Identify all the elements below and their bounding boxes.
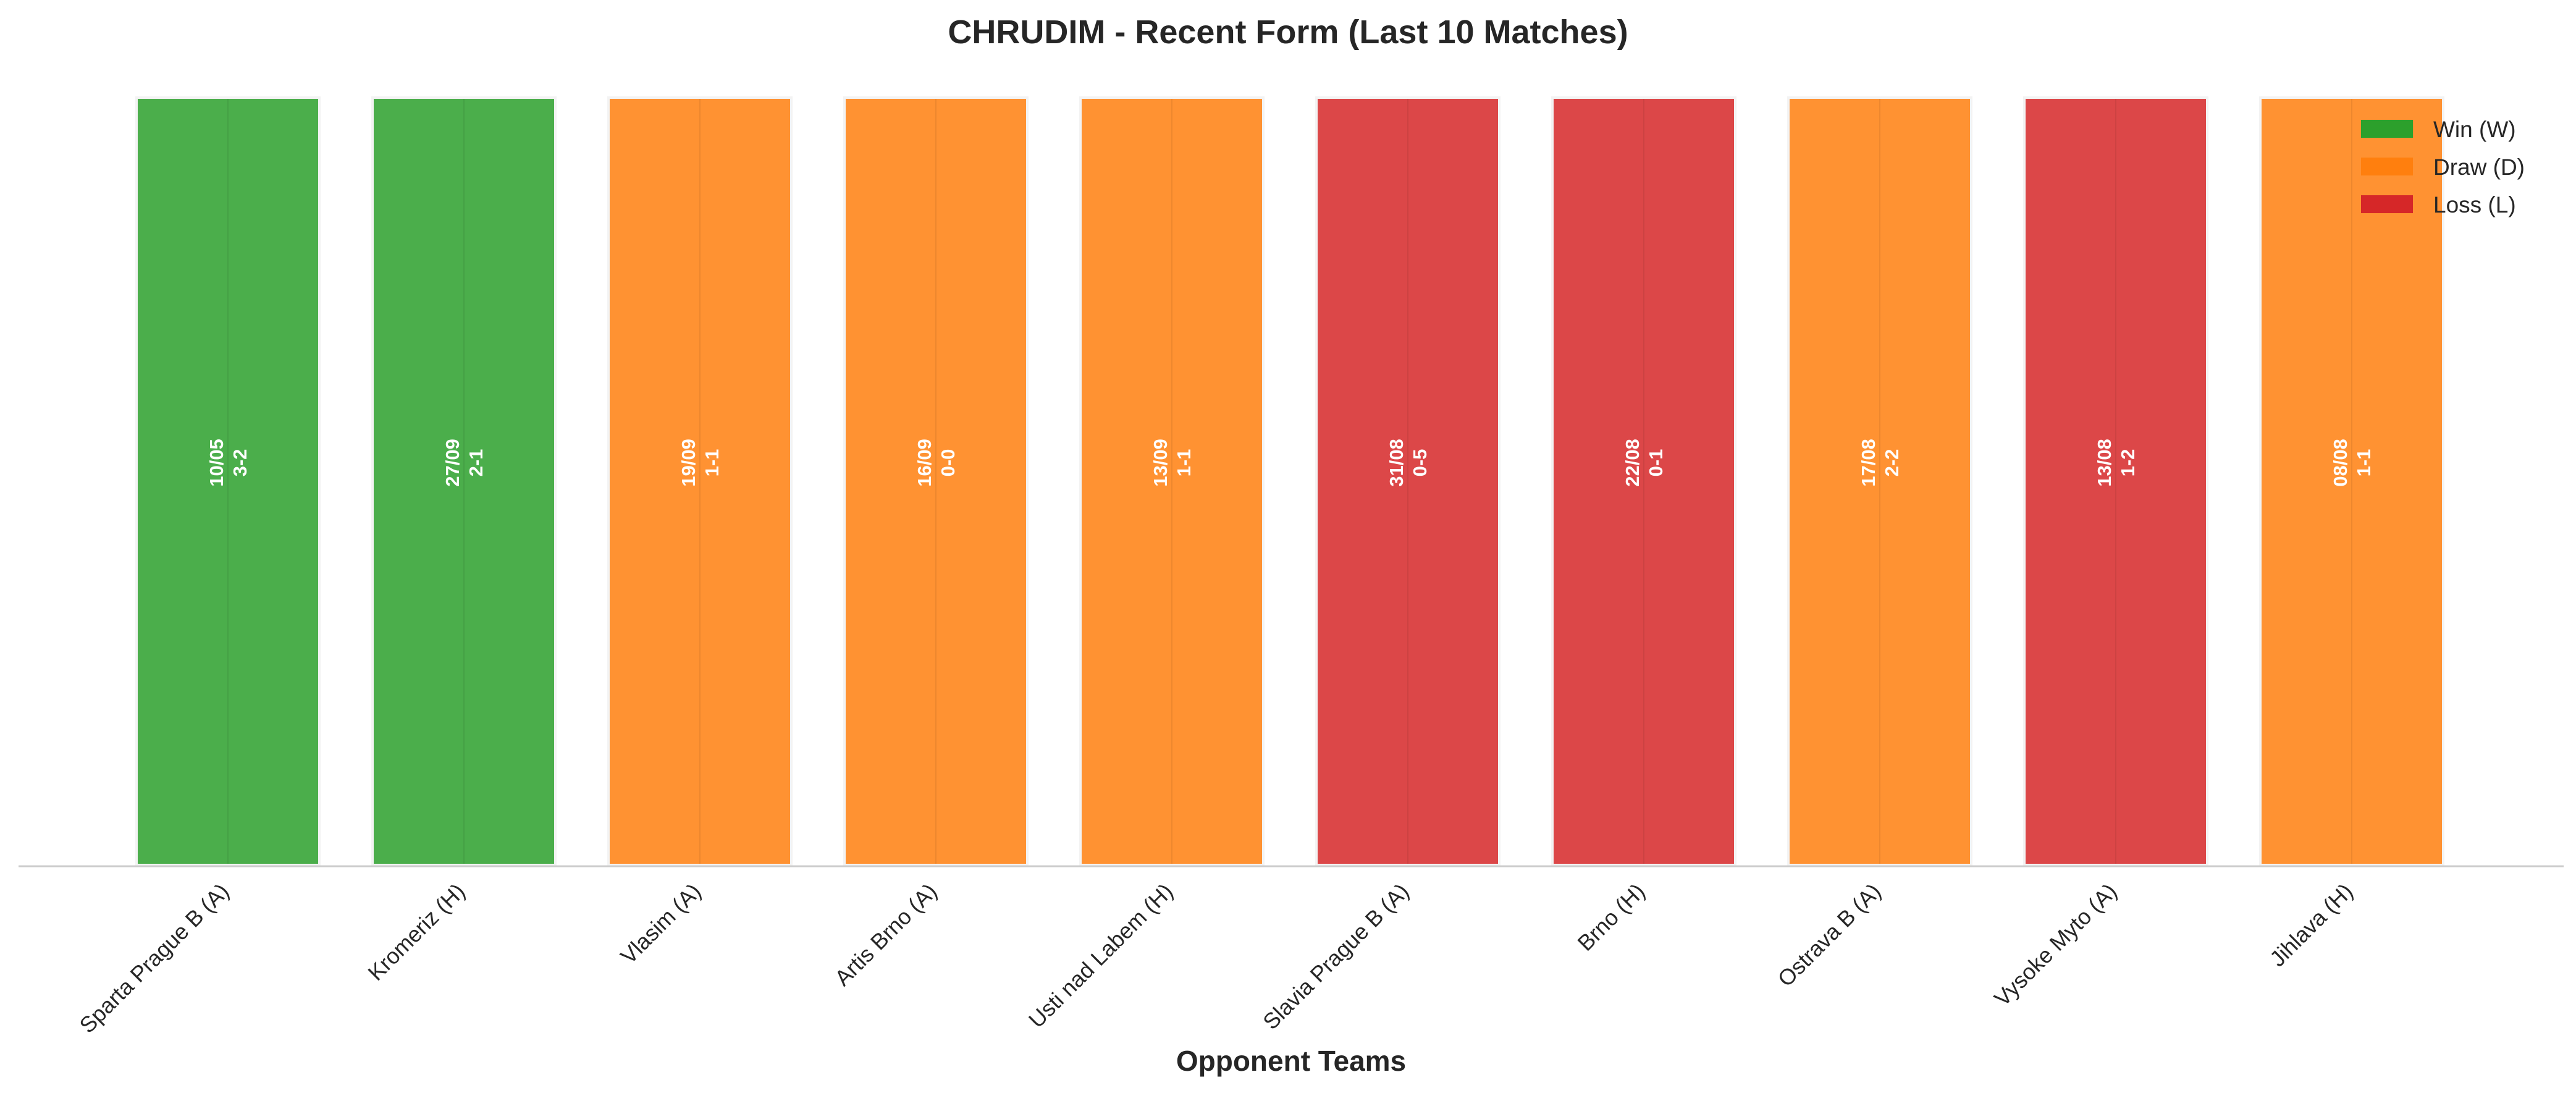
bar-7 [1551,96,1736,866]
x-tick-label: Brno (H) [1572,879,1649,956]
x-tick-label: Artis Brno (A) [830,879,942,991]
bar-label-group: 31/08 0-5 [1386,439,1431,487]
bar-label-group: 16/09 0-0 [914,439,959,487]
bar-date-label: 16/09 [914,439,935,487]
x-tick-labels: Sparta Prague B (A) Kromeriz (H) Vlasim (A… [74,879,2357,1038]
bar-5 [1079,96,1265,866]
bar-date-label: 17/08 [1858,439,1879,487]
x-tick-label: Vlasim (A) [615,879,705,969]
chart-title: CHRUDIM - Recent Form (Last 10 Matches) [948,14,1628,51]
bar-8 [1787,96,1972,866]
bar-date-label: 31/08 [1386,439,1407,487]
bar-1 [135,96,321,866]
bar-label-group: 13/09 1-1 [1150,439,1195,487]
x-tick-label: Vysoke Myto (A) [1989,879,2122,1011]
bar-score-label: 0-0 [937,449,959,477]
bar-score-label: 0-1 [1645,449,1667,477]
bars-layer: 10/05 3-2 27/09 2-1 19/09 1-1 16/09 0-0 13/09 1-1… [135,96,2444,866]
x-tick-label: Sparta Prague B (A) [74,879,234,1038]
x-tick-label: Slavia Prague B (A) [1258,879,1414,1035]
bar-date-label: 13/09 [1150,439,1171,487]
bar-3 [607,96,793,866]
bar-score-label: 2-2 [1881,449,1903,477]
bar-date-label: 22/08 [1622,439,1643,487]
x-axis-label: Opponent Teams [1176,1045,1406,1077]
legend: Win (W) Draw (D) Loss (L) [2361,117,2525,217]
bar-score-label: 1-1 [701,449,723,477]
bar-score-label: 3-2 [229,449,251,477]
bar-label-group: 10/05 3-2 [206,439,251,487]
bar-score-label: 0-5 [1409,449,1431,477]
bar-6 [1315,96,1501,866]
bar-10 [2259,96,2444,866]
legend-swatch-d [2361,158,2413,175]
bar-4 [843,96,1029,866]
bar-date-label: 13/08 [2094,439,2115,487]
bar-score-label: 2-1 [465,449,487,477]
bar-date-label: 08/08 [2330,439,2351,487]
x-tick-label: Kromeriz (H) [363,879,469,985]
bar-9 [2023,96,2208,866]
bar-date-label: 19/09 [678,439,699,487]
x-tick-label: Usti nad Labem (H) [1024,879,1178,1033]
bar-label-group: 17/08 2-2 [1858,439,1903,487]
bar-label-group: 22/08 0-1 [1622,439,1667,487]
bar-score-label: 1-1 [1173,449,1195,477]
x-tick-label: Ostrava B (A) [1772,879,1885,992]
bar-label-group: 08/08 1-1 [2330,439,2375,487]
x-tick-label: Jihlava (H) [2265,879,2358,972]
bar-2 [371,96,557,866]
bar-label-group: 27/09 2-1 [442,439,487,487]
bar-score-label: 1-1 [2353,449,2375,477]
bar-label-group: 19/09 1-1 [678,439,723,487]
bar-date-label: 27/09 [442,439,463,487]
bar-label-group: 13/08 1-2 [2094,439,2139,487]
legend-swatch-w [2361,120,2413,138]
legend-label-w: Win (W) [2433,117,2516,142]
bar-score-label: 1-2 [2117,449,2139,477]
legend-label-d: Draw (D) [2433,154,2525,180]
bar-date-label: 10/05 [206,439,227,487]
legend-label-l: Loss (L) [2433,192,2516,217]
legend-swatch-l [2361,195,2413,213]
